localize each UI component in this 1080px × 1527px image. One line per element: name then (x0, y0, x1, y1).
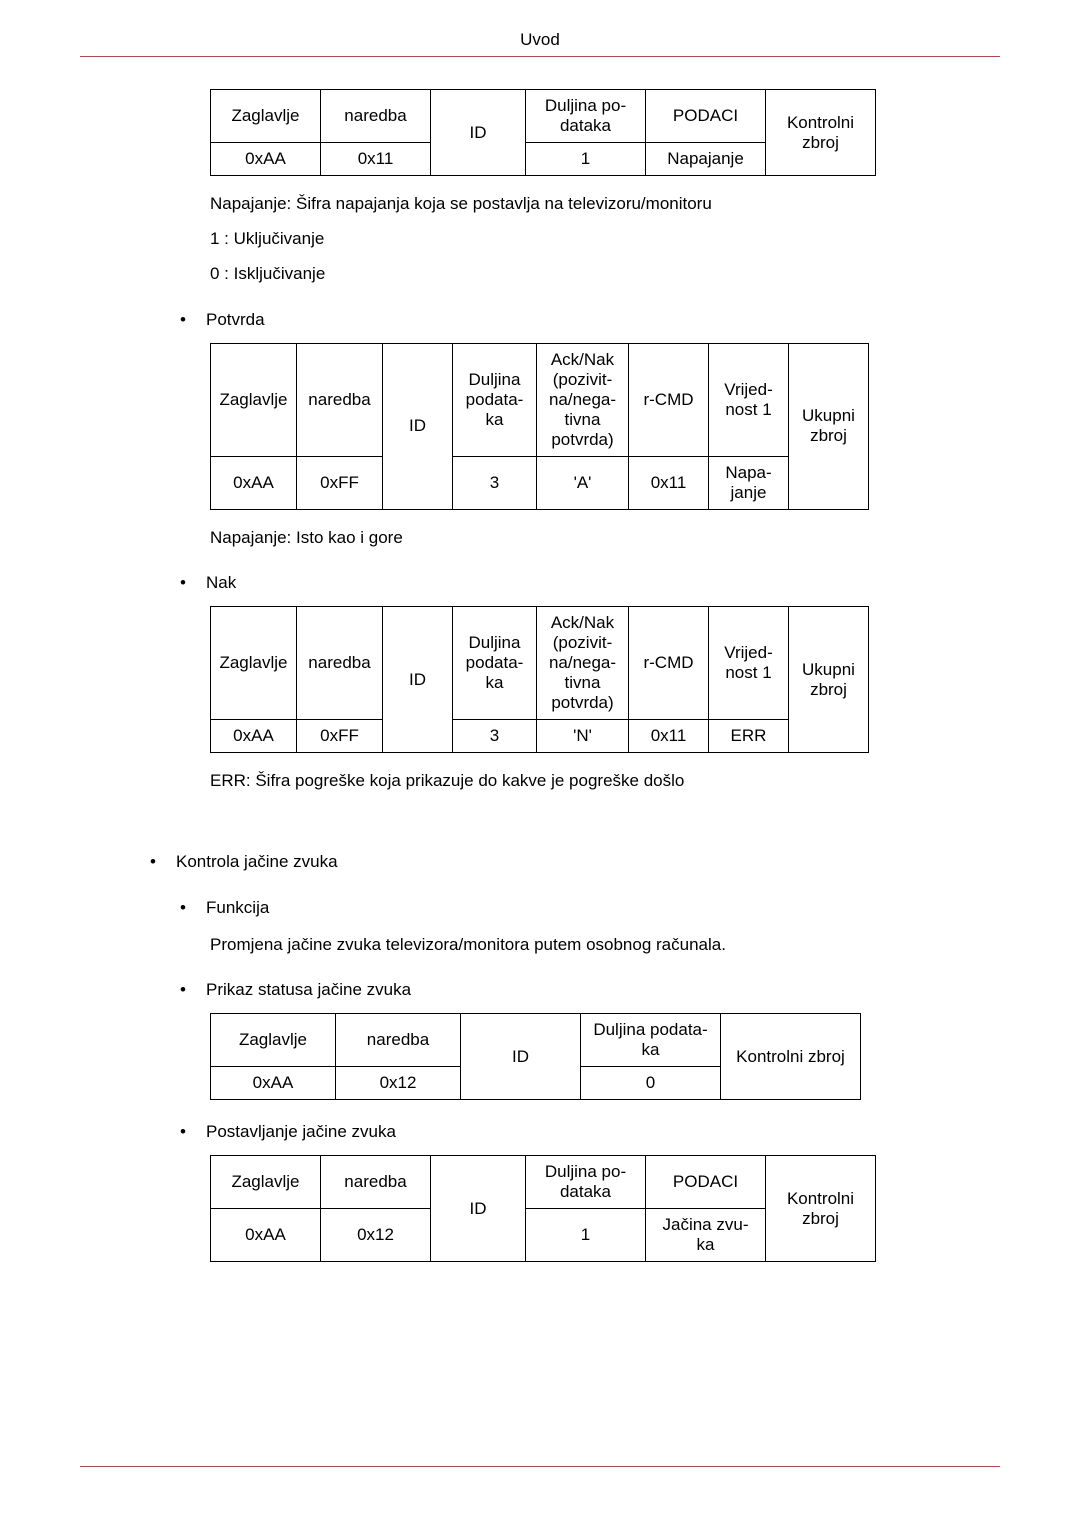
col-header: Zaglavlje (211, 1014, 336, 1067)
table-row: Zaglavlje naredba ID Duljina po-dataka P… (211, 90, 876, 143)
heading-ack-label: Potvrda (206, 310, 265, 329)
table-row: 0xAA 0xFF 3 'A' 0x11 Napa-janje (211, 456, 869, 509)
table-volume-set: Zaglavlje naredba ID Duljina po-dataka P… (210, 1155, 876, 1262)
note-ack: Napajanje: Isto kao i gore (210, 524, 980, 551)
table-cell: 3 (453, 720, 537, 753)
col-header: Vrijed-nost 1 (709, 607, 789, 720)
table-cell: 0x11 (629, 720, 709, 753)
heading-volume-set: Postavljanje jačine zvuka (180, 1118, 980, 1145)
col-header: Zaglavlje (211, 343, 297, 456)
table-row: Zaglavlje naredba ID Duljina podata-ka K… (211, 1014, 861, 1067)
table-cell: 0x11 (321, 143, 431, 176)
note-power-on: 1 : Uključivanje (210, 225, 980, 252)
col-header: Kontrolni zbroj (721, 1014, 861, 1100)
col-header: Zaglavlje (211, 607, 297, 720)
table-cell: ERR (709, 720, 789, 753)
table-row: 0xAA 0xFF 3 'N' 0x11 ERR (211, 720, 869, 753)
table-cell: Napa-janje (709, 456, 789, 509)
col-header: Ukupni zbroj (789, 343, 869, 509)
heading-nak-label: Nak (206, 573, 236, 592)
col-header: Duljina podata-ka (581, 1014, 721, 1067)
heading-volume-set-label: Postavljanje jačine zvuka (206, 1122, 396, 1141)
heading-nak: Nak (180, 569, 980, 596)
col-header: ID (383, 607, 453, 753)
col-header: PODACI (646, 1156, 766, 1209)
table-cell: 0xAA (211, 143, 321, 176)
note-power-off: 0 : Isključivanje (210, 260, 980, 287)
text-volume-func: Promjena jačine zvuka televizora/monitor… (210, 931, 980, 958)
header-rule (80, 56, 1000, 57)
table-cell: 1 (526, 1209, 646, 1262)
col-header: Duljina podata-ka (453, 607, 537, 720)
col-header: Ukupni zbroj (789, 607, 869, 753)
table-cell: 0xFF (297, 720, 383, 753)
col-header: ID (461, 1014, 581, 1100)
col-header: Duljina po-dataka (526, 1156, 646, 1209)
table-power-set: Zaglavlje naredba ID Duljina po-dataka P… (210, 89, 876, 176)
col-header: Duljina podata-ka (453, 343, 537, 456)
table-nak: Zaglavlje naredba ID Duljina podata-ka A… (210, 606, 869, 753)
col-header: ID (431, 1156, 526, 1262)
table-cell: 'A' (537, 456, 629, 509)
table-cell: 1 (526, 143, 646, 176)
col-header: naredba (321, 1156, 431, 1209)
col-header: Kontrolni zbroj (766, 1156, 876, 1262)
col-header: Kontrolni zbroj (766, 90, 876, 176)
col-header: Zaglavlje (211, 1156, 321, 1209)
table-cell: Jačina zvu-ka (646, 1209, 766, 1262)
table-cell: 0xAA (211, 720, 297, 753)
note-power-main: Napajanje: Šifra napajanja koja se posta… (210, 190, 980, 217)
heading-volume-func-label: Funkcija (206, 898, 269, 917)
heading-volume-status: Prikaz statusa jačine zvuka (180, 976, 980, 1003)
table-cell: 0 (581, 1067, 721, 1100)
col-header: naredba (297, 343, 383, 456)
table-cell: 0xAA (211, 1209, 321, 1262)
heading-ack: Potvrda (180, 306, 980, 333)
table-row: Zaglavlje naredba ID Duljina podata-ka A… (211, 343, 869, 456)
col-header: ID (383, 343, 453, 509)
table-cell: 'N' (537, 720, 629, 753)
table-cell: 0xFF (297, 456, 383, 509)
col-header: ID (431, 90, 526, 176)
heading-volume-status-label: Prikaz statusa jačine zvuka (206, 980, 411, 999)
table-cell: 0xAA (211, 1067, 336, 1100)
col-header: Ack/Nak (pozivit-na/nega-tivna potvrda) (537, 607, 629, 720)
page-header: Uvod (80, 30, 1000, 56)
col-header: Ack/Nak (pozivit-na/nega-tivna potvrda) (537, 343, 629, 456)
col-header: Zaglavlje (211, 90, 321, 143)
note-nak: ERR: Šifra pogreške koja prikazuje do ka… (210, 767, 980, 794)
col-header: r-CMD (629, 607, 709, 720)
col-header: naredba (336, 1014, 461, 1067)
heading-volume-label: Kontrola jačine zvuka (176, 852, 338, 871)
table-row: Zaglavlje naredba ID Duljina podata-ka A… (211, 607, 869, 720)
table-cell: Napajanje (646, 143, 766, 176)
col-header: naredba (297, 607, 383, 720)
col-header: Vrijed-nost 1 (709, 343, 789, 456)
table-cell: 0x11 (629, 456, 709, 509)
table-volume-status: Zaglavlje naredba ID Duljina podata-ka K… (210, 1013, 861, 1100)
table-ack: Zaglavlje naredba ID Duljina podata-ka A… (210, 343, 869, 510)
heading-volume-func: Funkcija (180, 894, 980, 921)
table-row: Zaglavlje naredba ID Duljina po-dataka P… (211, 1156, 876, 1209)
table-cell: 0x12 (321, 1209, 431, 1262)
col-header: PODACI (646, 90, 766, 143)
col-header: r-CMD (629, 343, 709, 456)
table-cell: 3 (453, 456, 537, 509)
table-cell: 0xAA (211, 456, 297, 509)
heading-volume: Kontrola jačine zvuka (150, 848, 980, 875)
footer-rule (80, 1466, 1000, 1467)
col-header: Duljina po-dataka (526, 90, 646, 143)
table-cell: 0x12 (336, 1067, 461, 1100)
col-header: naredba (321, 90, 431, 143)
